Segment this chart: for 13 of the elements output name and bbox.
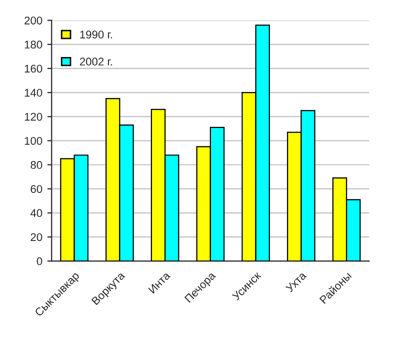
y-tick-label: 140: [24, 88, 42, 97]
y-tick-label: 160: [24, 64, 42, 73]
legend-label: 1990 г.: [80, 30, 112, 38]
y-tick-label: 120: [24, 112, 42, 121]
legend-label: 2002 г.: [80, 58, 112, 66]
y-tick-label: 40: [30, 209, 42, 218]
y-tick-label: 200: [24, 16, 42, 24]
y-tick-label: 60: [30, 185, 42, 193]
y-tick-label: 20: [30, 233, 42, 242]
y-tick-label: 0: [36, 257, 42, 266]
y-tick-label: 180: [24, 40, 42, 49]
y-tick-label: 100: [24, 136, 42, 145]
y-tick-label: 80: [30, 161, 42, 169]
